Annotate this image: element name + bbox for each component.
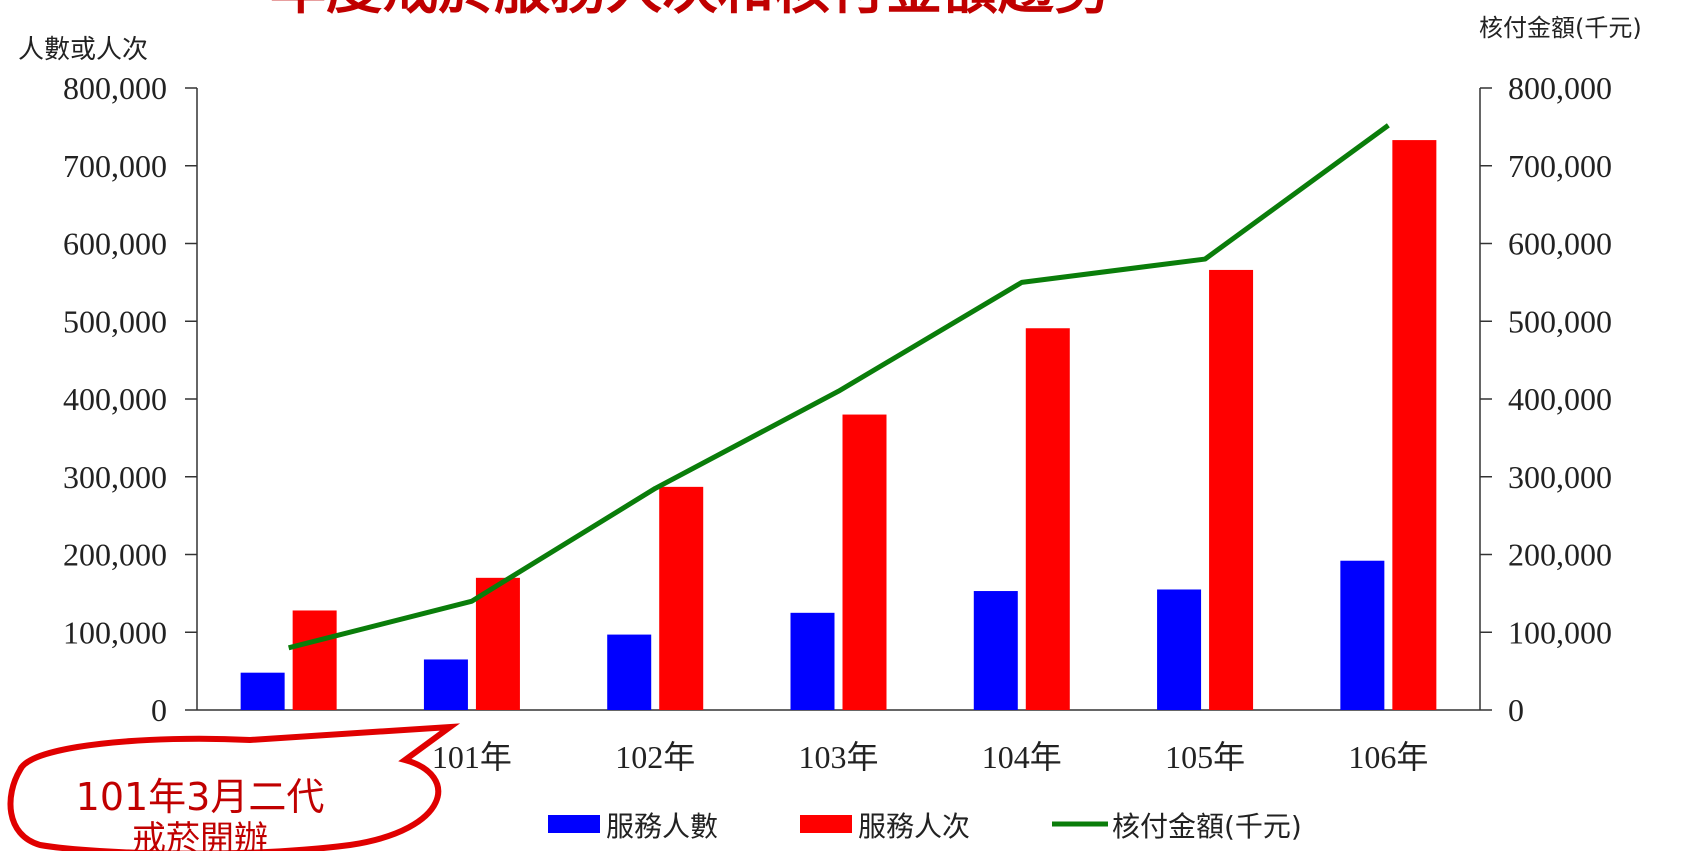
legend-swatch-service-count: [548, 815, 600, 833]
bar-service-visits: [659, 486, 704, 710]
right-axis-label: 核付金額(千元): [1479, 14, 1642, 42]
bar-service-count: [240, 672, 285, 710]
right-tick-label: 200,000: [1508, 537, 1612, 573]
x-tick-label: 102年: [615, 739, 695, 775]
bar-service-count: [607, 634, 652, 710]
right-tick-label: 0: [1508, 692, 1524, 728]
legend-label-service-count: 服務人數: [606, 810, 718, 843]
left-tick-label: 300,000: [63, 459, 167, 495]
callout-line-1: 101年3月二代: [76, 775, 325, 819]
left-tick-label: 500,000: [63, 303, 167, 339]
callout: 101年3月二代 戒菸開辦: [7, 723, 461, 851]
left-tick-label: 400,000: [63, 381, 167, 417]
left-tick-label: 0: [151, 692, 167, 728]
left-axis-label: 人數或人次: [18, 35, 148, 65]
chart-title: 年度戒菸服務人次和核付金額趨勢: [270, 0, 1110, 22]
left-tick-label: 800,000: [63, 70, 167, 106]
right-tick-label: 400,000: [1508, 381, 1612, 417]
x-tick-label: 101年: [432, 739, 512, 775]
left-tick-label: 100,000: [63, 614, 167, 650]
bar-service-count: [973, 591, 1018, 710]
right-tick-label: 700,000: [1508, 148, 1612, 184]
bar-service-visits: [475, 577, 520, 710]
x-tick-label: 104年: [982, 739, 1062, 775]
left-tick-label: 200,000: [63, 537, 167, 573]
bar-service-count: [1157, 589, 1202, 710]
left-tick-label: 700,000: [63, 148, 167, 184]
legend: 服務人數 服務人次 核付金額(千元): [548, 810, 1302, 843]
bar-service-count: [790, 612, 835, 710]
payment-line: [288, 123, 1390, 651]
right-tick-label: 100,000: [1508, 614, 1612, 650]
right-tick-label: 300,000: [1508, 459, 1612, 495]
bar-service-visits: [292, 610, 337, 710]
right-tick-label: 800,000: [1508, 70, 1612, 106]
bar-service-visits: [1392, 140, 1437, 710]
right-tick-label: 600,000: [1508, 226, 1612, 262]
x-tick-label: 105年: [1165, 739, 1245, 775]
bar-service-visits: [1025, 328, 1070, 710]
legend-label-payment: 核付金額(千元): [1112, 810, 1302, 843]
x-tick-label: 106年: [1348, 739, 1428, 775]
bar-service-count: [1340, 560, 1385, 710]
legend-label-service-visits: 服務人次: [858, 810, 970, 843]
right-tick-label: 500,000: [1508, 303, 1612, 339]
legend-swatch-service-visits: [800, 815, 852, 833]
bar-service-count: [423, 659, 468, 710]
bar-service-visits: [1209, 269, 1254, 710]
x-tick-label: 103年: [798, 739, 878, 775]
left-tick-label: 600,000: [63, 226, 167, 262]
callout-bubble: [7, 723, 461, 851]
bar-service-visits: [842, 414, 887, 710]
callout-line-2: 戒菸開辦: [132, 819, 268, 851]
